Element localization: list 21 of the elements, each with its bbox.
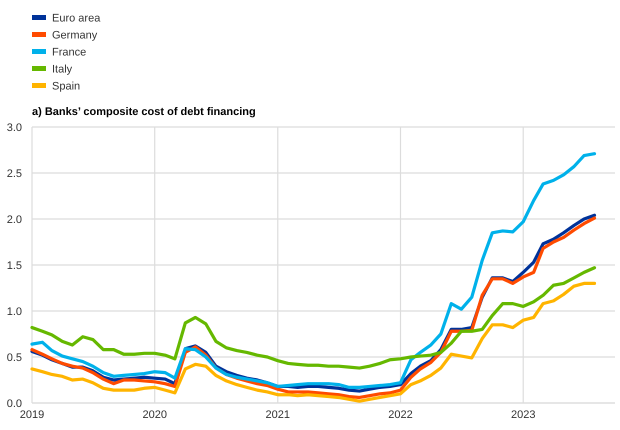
y-tick-label: 2.0 bbox=[6, 214, 22, 226]
x-tick-label: 2020 bbox=[142, 409, 167, 421]
chart-title: a) Banks’ composite cost of debt financing bbox=[32, 106, 256, 118]
x-tick-label: 2021 bbox=[266, 409, 290, 421]
y-tick-label: 1.5 bbox=[6, 260, 22, 272]
y-tick-label: 3.0 bbox=[6, 122, 22, 134]
x-tick-label: 2022 bbox=[388, 409, 413, 421]
line-series bbox=[30, 152, 596, 389]
y-tick-label: 2.5 bbox=[6, 168, 22, 180]
x-tick-label: 2019 bbox=[20, 409, 44, 421]
y-tick-label: 0.5 bbox=[6, 352, 22, 364]
y-tick-label: 0.0 bbox=[6, 398, 22, 410]
legend-label: Germany bbox=[52, 29, 98, 42]
y-tick-label: 1.0 bbox=[6, 306, 22, 318]
legend-label: Euro area bbox=[52, 12, 102, 24]
line-series bbox=[30, 266, 596, 370]
line-series bbox=[30, 282, 596, 403]
x-tick-label: 2023 bbox=[510, 409, 536, 421]
legend-label: Spain bbox=[52, 80, 80, 92]
legend-label: France bbox=[52, 46, 86, 58]
legend-label: Italy bbox=[52, 63, 73, 76]
